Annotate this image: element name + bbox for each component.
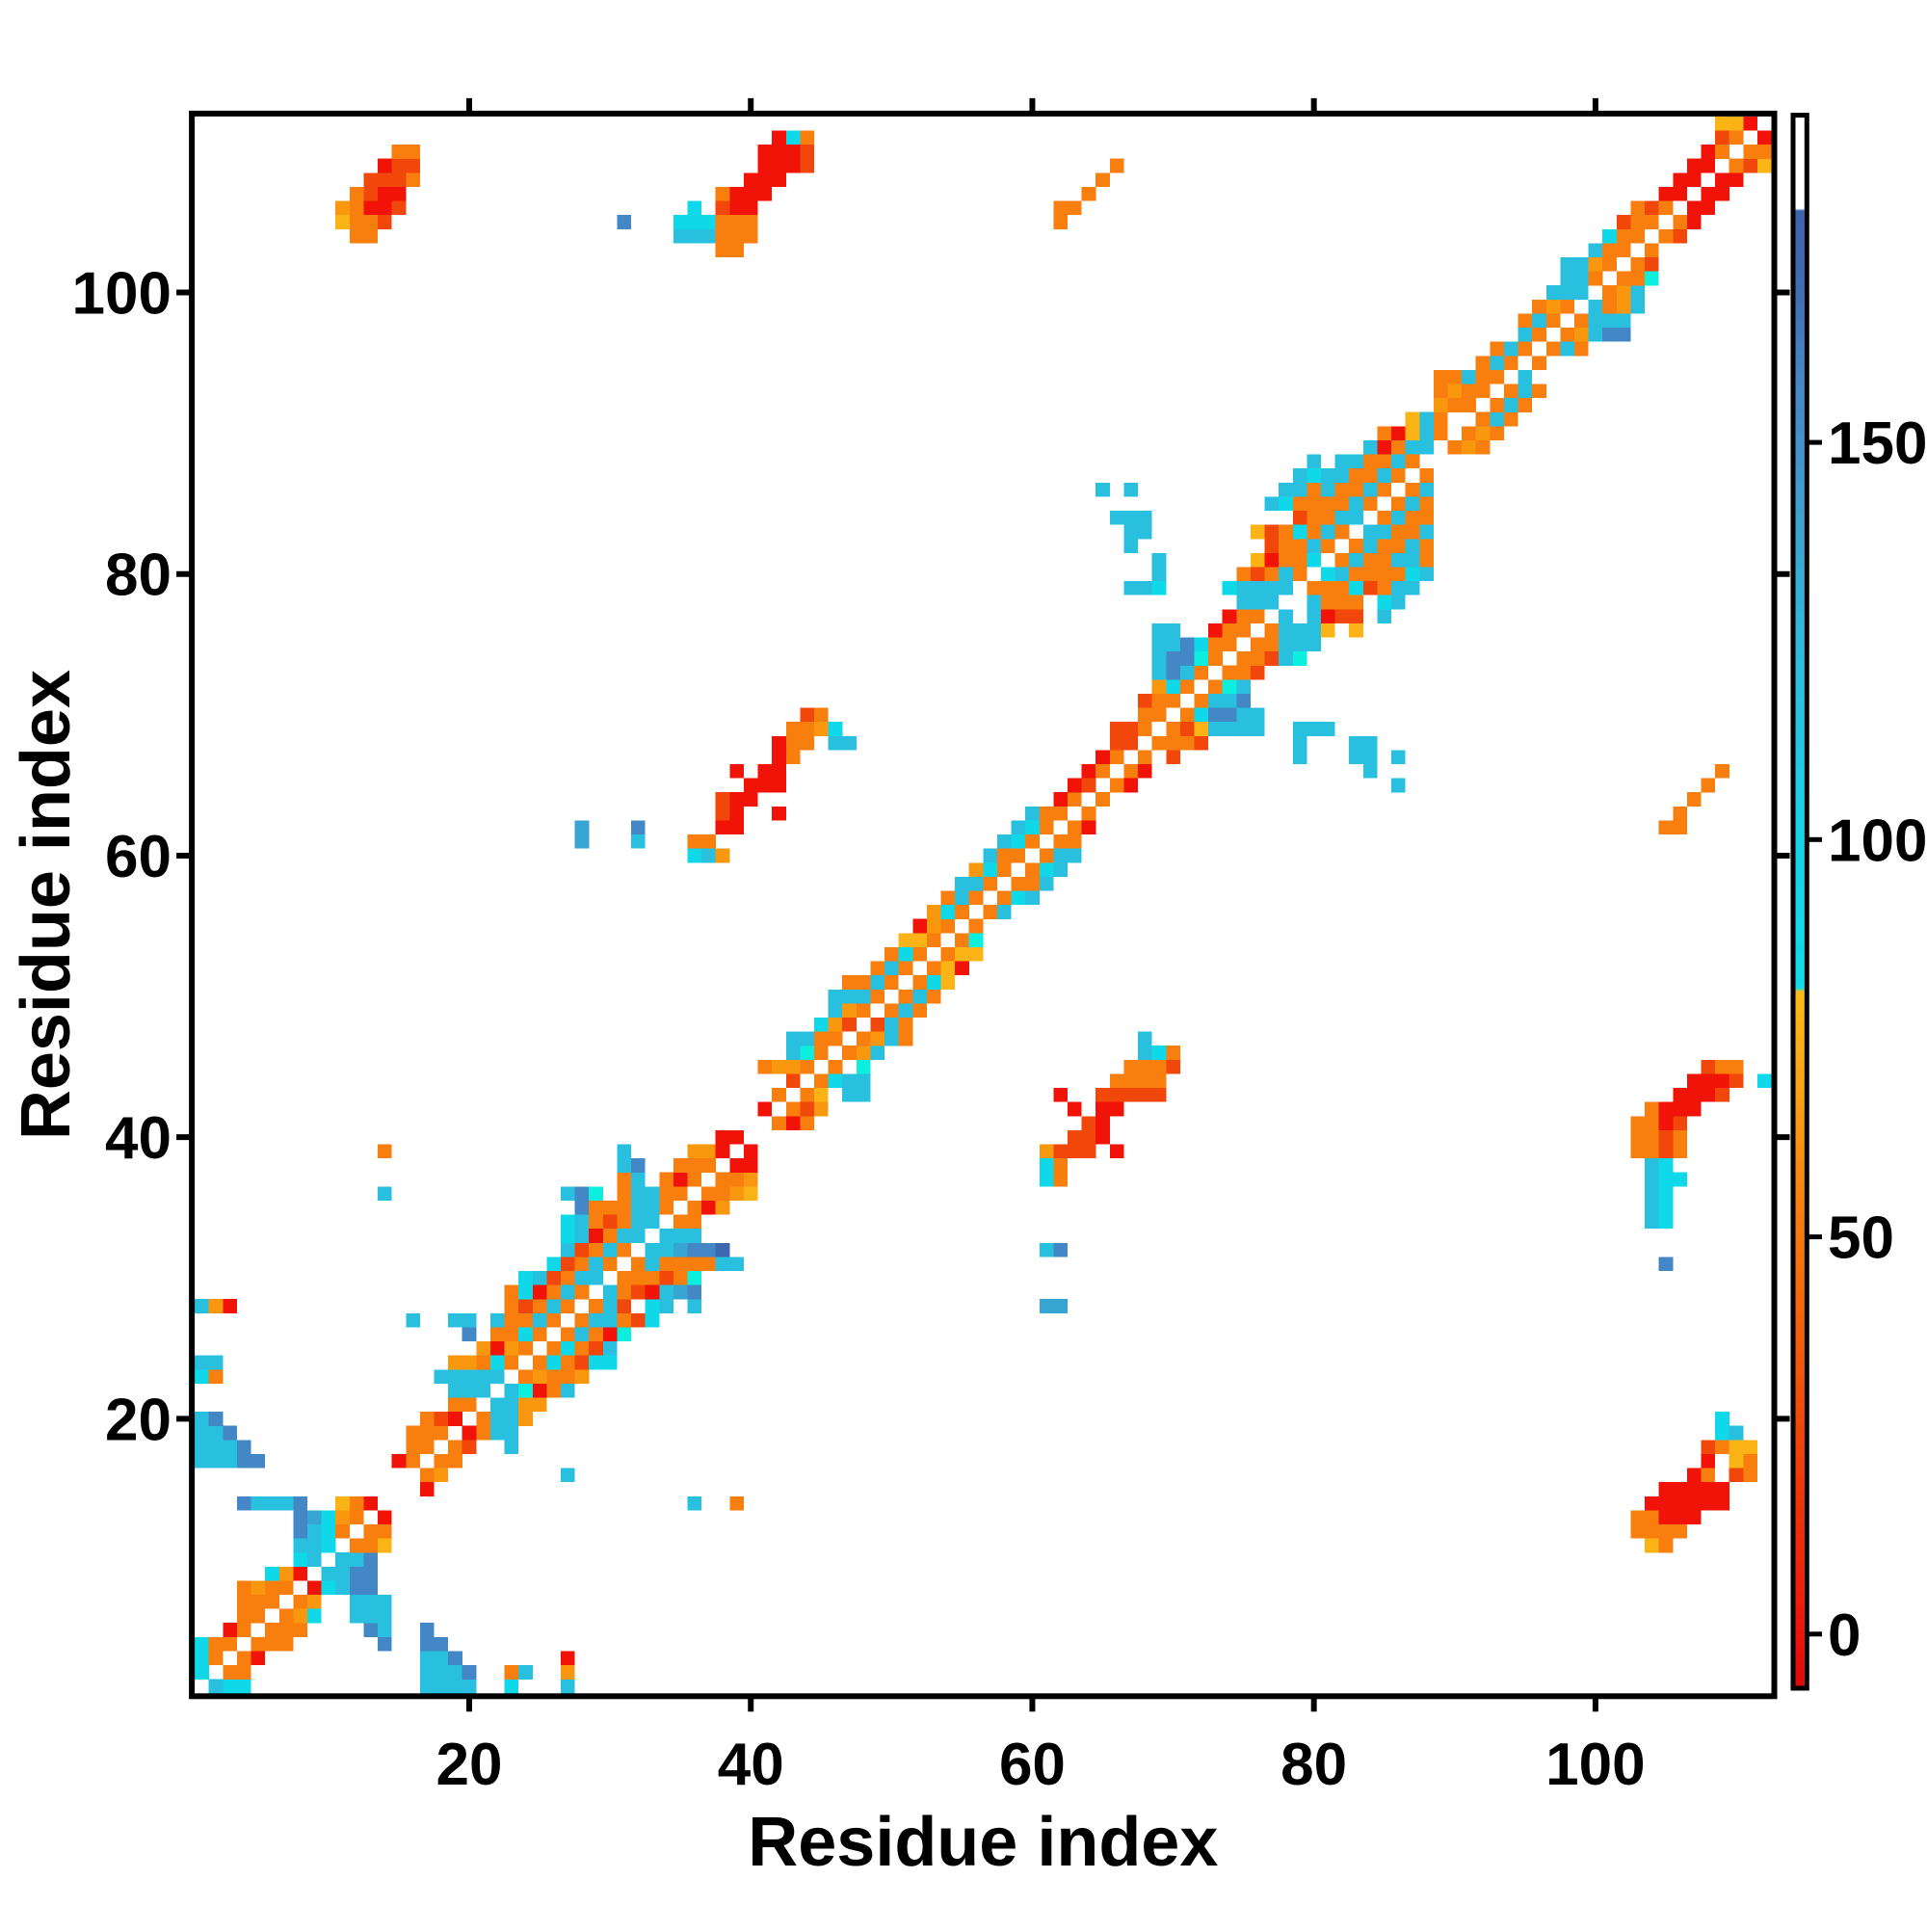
svg-text:100: 100: [1545, 1732, 1645, 1798]
svg-text:40: 40: [105, 1105, 172, 1172]
svg-text:80: 80: [105, 543, 172, 609]
svg-text:20: 20: [105, 1387, 172, 1453]
svg-text:Residue index: Residue index: [748, 1804, 1218, 1881]
svg-text:20: 20: [436, 1732, 503, 1798]
svg-text:150: 150: [1828, 410, 1927, 477]
svg-text:80: 80: [1280, 1732, 1347, 1798]
svg-text:Residue index: Residue index: [8, 670, 85, 1140]
svg-text:40: 40: [718, 1732, 784, 1798]
svg-text:60: 60: [105, 824, 172, 890]
svg-text:60: 60: [999, 1732, 1066, 1798]
svg-text:0: 0: [1828, 1602, 1861, 1669]
svg-text:100: 100: [1828, 807, 1927, 874]
svg-text:100: 100: [72, 261, 172, 328]
svg-text:50: 50: [1828, 1205, 1894, 1272]
